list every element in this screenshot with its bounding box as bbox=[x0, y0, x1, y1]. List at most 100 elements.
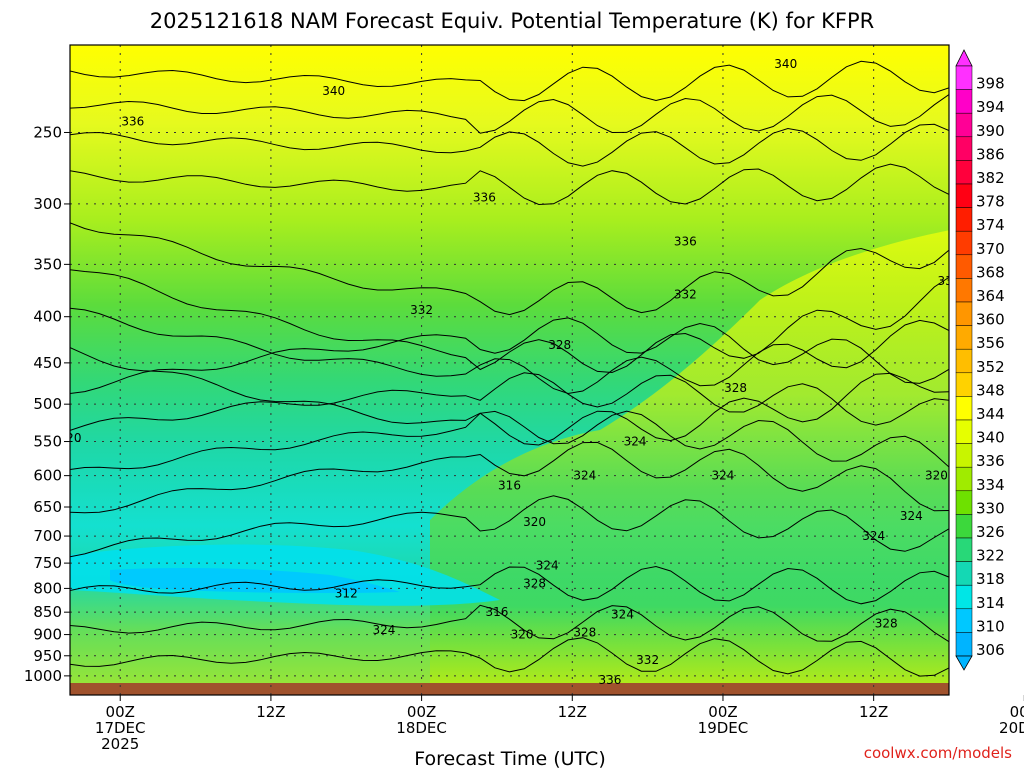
y-tick-label: 750 bbox=[33, 554, 62, 572]
colorbar-swatch bbox=[955, 348, 973, 374]
colorbar-bottom-arrow bbox=[955, 655, 973, 671]
colorbar-label: 394 bbox=[976, 98, 1005, 116]
x-tick-label: 12Z bbox=[558, 703, 587, 721]
contour-label: 336 bbox=[121, 114, 144, 128]
coldest-core bbox=[110, 567, 400, 594]
colorbar-label: 318 bbox=[976, 570, 1005, 588]
contour-label: 328 bbox=[573, 625, 596, 639]
colorbar-swatch bbox=[955, 183, 973, 208]
contour-label: 320 bbox=[59, 431, 82, 445]
colorbar: 398 394 390 386 382 378 374 370 368 364 360 356 352 3… bbox=[955, 49, 1005, 671]
contour-label: 332 bbox=[938, 274, 961, 288]
colorbar-label: 348 bbox=[976, 381, 1005, 399]
contour-line bbox=[70, 163, 949, 206]
colorbar-swatch bbox=[955, 301, 973, 326]
colorbar-top-arrow bbox=[955, 49, 973, 67]
y-tick-label: 350 bbox=[33, 255, 62, 273]
contour-label: 316 bbox=[498, 478, 521, 492]
contour-line bbox=[70, 495, 949, 558]
y-tick-label: 700 bbox=[33, 527, 62, 545]
colorbar-label: 386 bbox=[976, 145, 1005, 163]
colorbar-label: 378 bbox=[976, 193, 1005, 211]
contour-line bbox=[70, 565, 949, 605]
colorbar-swatch bbox=[955, 372, 973, 397]
contour-line bbox=[70, 441, 949, 514]
y-tick-label: 800 bbox=[33, 579, 62, 597]
colorbar-swatch bbox=[955, 584, 973, 610]
contour-label: 320 bbox=[511, 628, 534, 642]
y-tick-label: 900 bbox=[33, 626, 62, 644]
colorbar-swatch bbox=[955, 514, 973, 539]
contour-label: 328 bbox=[548, 338, 571, 352]
colorbar-label: 336 bbox=[976, 452, 1005, 470]
contour-label: 336 bbox=[674, 234, 697, 248]
contour-labels: 340 340 336 336 336 332 332 332 328 328 328 324 324 3… bbox=[59, 57, 961, 687]
colorbar-swatch bbox=[955, 632, 973, 657]
colorbar-label: 310 bbox=[976, 617, 1005, 635]
colorbar-label: 360 bbox=[976, 311, 1005, 329]
contour-label: 324 bbox=[900, 509, 923, 523]
colorbar-label: 352 bbox=[976, 358, 1005, 376]
colorbar-swatch bbox=[955, 537, 973, 562]
colorbar-swatch bbox=[955, 254, 973, 279]
colorbar-swatch bbox=[955, 136, 973, 161]
contour-line bbox=[70, 604, 949, 643]
colorbar-label: 364 bbox=[976, 287, 1005, 305]
contour-label: 324 bbox=[372, 623, 395, 637]
contour-label: 332 bbox=[636, 653, 659, 667]
contour-line bbox=[70, 222, 949, 316]
contour-line bbox=[70, 317, 949, 394]
contour-label: 316 bbox=[485, 605, 508, 619]
contour-line bbox=[70, 60, 949, 102]
contour-label: 336 bbox=[599, 673, 622, 687]
contour-label: 328 bbox=[875, 617, 898, 631]
contour-label: 320 bbox=[925, 469, 948, 483]
contour-line bbox=[70, 307, 949, 395]
colorbar-label: 382 bbox=[976, 169, 1005, 187]
colorbar-swatch bbox=[955, 561, 973, 586]
y-tick-label: 500 bbox=[33, 395, 62, 413]
contour-label: 324 bbox=[862, 529, 885, 543]
contour-label: 324 bbox=[536, 559, 559, 573]
colorbar-swatch bbox=[955, 443, 973, 468]
colorbar-label: 390 bbox=[976, 122, 1005, 140]
x-axis-label: Forecast Time (UTC) bbox=[414, 748, 605, 768]
colorbar-swatch bbox=[955, 207, 973, 232]
moist-region bbox=[430, 230, 949, 695]
contour-line bbox=[70, 372, 949, 431]
contour-label: 324 bbox=[611, 607, 634, 621]
x-tick-label: 00Z bbox=[1010, 703, 1024, 721]
contour-label: 340 bbox=[774, 57, 797, 71]
contour-label: 324 bbox=[712, 469, 735, 483]
colorbar-label: 370 bbox=[976, 240, 1005, 258]
credit-text: coolwx.com/models bbox=[864, 744, 1012, 762]
contour-label: 320 bbox=[523, 515, 546, 529]
contour-label: 340 bbox=[322, 84, 345, 98]
colorbar-label: 340 bbox=[976, 429, 1005, 447]
y-tick-label: 250 bbox=[33, 123, 62, 141]
colorbar-swatch bbox=[955, 230, 973, 256]
colorbar-label: 368 bbox=[976, 263, 1005, 281]
colorbar-swatch bbox=[955, 160, 973, 185]
contour-label: 324 bbox=[624, 435, 647, 449]
x-tick-label: 18DEC bbox=[396, 719, 447, 737]
colorbar-label: 306 bbox=[976, 641, 1005, 659]
surface-band bbox=[70, 683, 949, 695]
contour-label: 336 bbox=[473, 190, 496, 204]
x-tick-label: 12Z bbox=[859, 703, 888, 721]
colorbar-swatch bbox=[955, 419, 973, 444]
x-tick-label: 17DEC bbox=[95, 719, 146, 737]
colorbar-swatch bbox=[955, 466, 973, 492]
contour-line bbox=[70, 94, 949, 134]
colorbar-swatch bbox=[955, 608, 973, 633]
contour-label: 328 bbox=[523, 576, 546, 590]
contour-label: 324 bbox=[573, 469, 596, 483]
colorbar-swatch bbox=[955, 325, 973, 350]
x-tick-label: 2025 bbox=[101, 735, 139, 753]
contour-label: 332 bbox=[410, 303, 433, 317]
x-tick-label: 19DEC bbox=[698, 719, 749, 737]
x-tick-label: 00Z bbox=[407, 703, 436, 721]
y-tick-label: 300 bbox=[33, 195, 62, 213]
colorbar-label: 326 bbox=[976, 523, 1005, 541]
